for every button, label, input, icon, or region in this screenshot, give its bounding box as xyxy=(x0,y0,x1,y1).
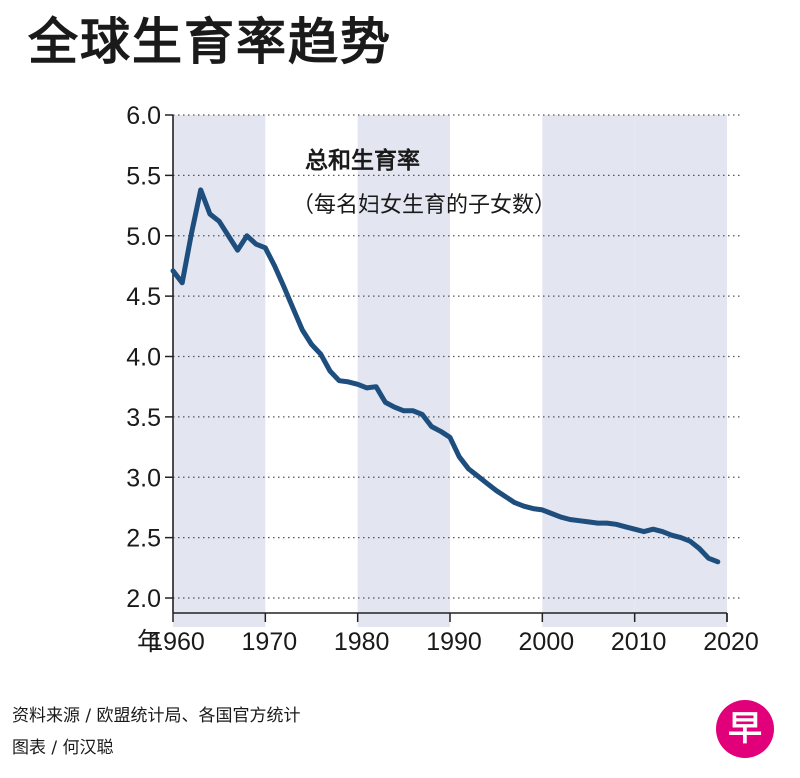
x-tick-label-1990: 1990 xyxy=(426,628,482,656)
y-tick-labels: 2.0 2.5 3.0 3.5 4.0 4.5 5.0 5.5 6.0 xyxy=(126,102,161,613)
zaobao-logo: 早 xyxy=(716,700,774,758)
x-tick-label-2000: 2000 xyxy=(519,628,575,656)
y-tick-label-6.0: 6.0 xyxy=(126,102,161,130)
chart-title: 全球生育率趋势 xyxy=(28,13,392,71)
decade-band-1 xyxy=(357,115,450,627)
x-tick-label-1960: 1960 xyxy=(149,628,205,656)
fertility-line-chart: 2.0 2.5 3.0 3.5 4.0 4.5 5.0 5.5 6.0 1960 1970 1980… xyxy=(126,102,759,656)
x-tick-label-1970: 1970 xyxy=(242,628,298,656)
logo-glyph: 早 xyxy=(728,709,762,749)
y-tick-label-5.5: 5.5 xyxy=(126,162,161,190)
series-line-0 xyxy=(170,187,721,565)
decade-band-0 xyxy=(173,115,266,627)
decade-band-3 xyxy=(634,115,727,627)
y-tick-label-3.0: 3.0 xyxy=(126,464,161,492)
y-tick-label-5.0: 5.0 xyxy=(126,223,161,251)
series-subtitle: （每名妇女生育的子女数） xyxy=(292,193,556,218)
y-tick-label-2.5: 2.5 xyxy=(126,525,161,553)
decade-bands xyxy=(173,115,727,627)
source-note: 资料来源 / 欧盟统计局、各国官方统计 xyxy=(12,706,301,726)
y-tick-label-3.5: 3.5 xyxy=(126,404,161,432)
x-tick-labels: 1960 1970 1980 1990 2000 2010 2020 年 xyxy=(137,628,759,656)
credit-note: 图表 / 何汉聪 xyxy=(12,738,114,758)
series-line-group xyxy=(170,187,721,565)
gridlines xyxy=(165,114,741,599)
x-tick-label-2010: 2010 xyxy=(611,628,667,656)
y-tick-label-4.0: 4.0 xyxy=(126,344,161,372)
series-title: 总和生育率 xyxy=(305,147,420,174)
axes xyxy=(172,115,728,622)
y-tick-label-4.5: 4.5 xyxy=(126,283,161,311)
decade-band-2 xyxy=(542,115,635,627)
x-tick-label-1980: 1980 xyxy=(334,628,390,656)
y-tick-label-2.0: 2.0 xyxy=(126,585,161,613)
x-axis-label: 年 xyxy=(137,628,162,656)
x-tick-label-2020: 2020 xyxy=(703,628,759,656)
